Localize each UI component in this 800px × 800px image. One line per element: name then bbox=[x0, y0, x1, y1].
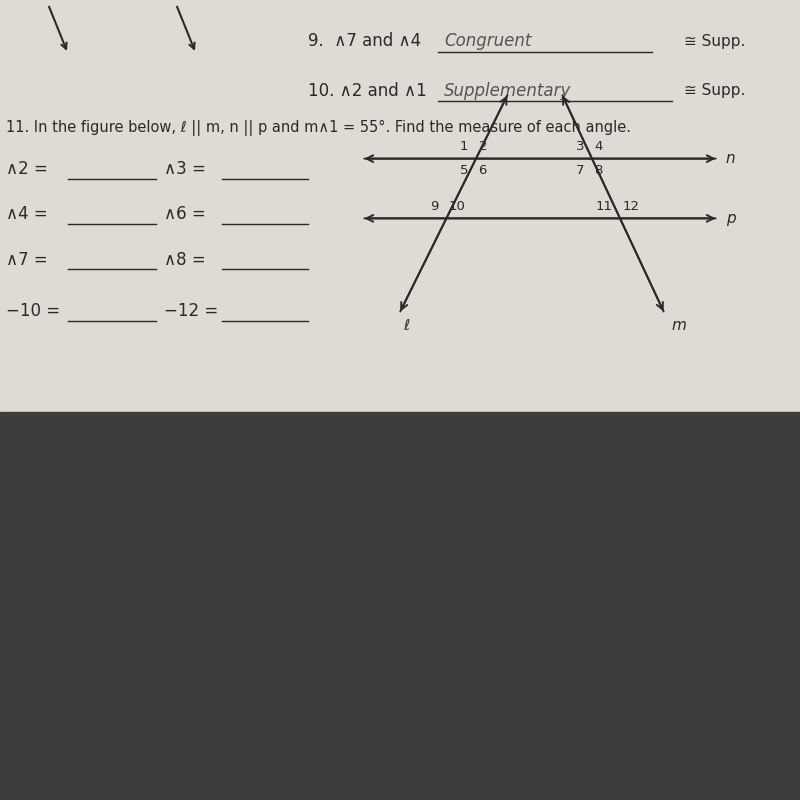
Text: ≅ Supp.: ≅ Supp. bbox=[684, 83, 746, 98]
Bar bbox=[0, 412, 800, 800]
Text: ∧2 =: ∧2 = bbox=[6, 160, 48, 178]
Text: ∧8 =: ∧8 = bbox=[164, 250, 206, 269]
Text: 9: 9 bbox=[430, 200, 438, 214]
Text: 3: 3 bbox=[576, 141, 584, 154]
Text: 12: 12 bbox=[622, 200, 639, 214]
Text: ∧7 =: ∧7 = bbox=[6, 250, 48, 269]
Text: −12 =: −12 = bbox=[164, 302, 218, 320]
Text: 6: 6 bbox=[478, 164, 487, 177]
Text: 5: 5 bbox=[460, 164, 468, 177]
Text: 11. In the figure below, ℓ || m, n || p and m∧1 = 55°. Find the measure of each : 11. In the figure below, ℓ || m, n || p … bbox=[6, 120, 631, 136]
Text: 8: 8 bbox=[594, 164, 603, 177]
Text: 9.  ∧7 and ∧4: 9. ∧7 and ∧4 bbox=[308, 32, 421, 50]
Text: ∧3 =: ∧3 = bbox=[164, 160, 206, 178]
Text: p: p bbox=[726, 211, 735, 226]
Text: 11: 11 bbox=[595, 200, 612, 214]
Text: −10 =: −10 = bbox=[6, 302, 61, 320]
Text: 7: 7 bbox=[576, 164, 584, 177]
Bar bbox=[0, 0, 800, 412]
Text: ∧4 =: ∧4 = bbox=[6, 206, 48, 223]
Text: ∧6 =: ∧6 = bbox=[164, 206, 206, 223]
Text: ≅ Supp.: ≅ Supp. bbox=[684, 34, 746, 49]
Text: 10: 10 bbox=[449, 200, 466, 214]
Text: Supplementary: Supplementary bbox=[444, 82, 571, 100]
Text: Congruent: Congruent bbox=[444, 32, 531, 50]
Text: 2: 2 bbox=[478, 141, 487, 154]
Text: 4: 4 bbox=[594, 141, 603, 154]
Text: ℓ: ℓ bbox=[403, 318, 410, 333]
Text: n: n bbox=[726, 151, 735, 166]
Text: m: m bbox=[671, 318, 686, 333]
Text: 1: 1 bbox=[460, 141, 468, 154]
Text: 10. ∧2 and ∧1: 10. ∧2 and ∧1 bbox=[308, 82, 426, 100]
